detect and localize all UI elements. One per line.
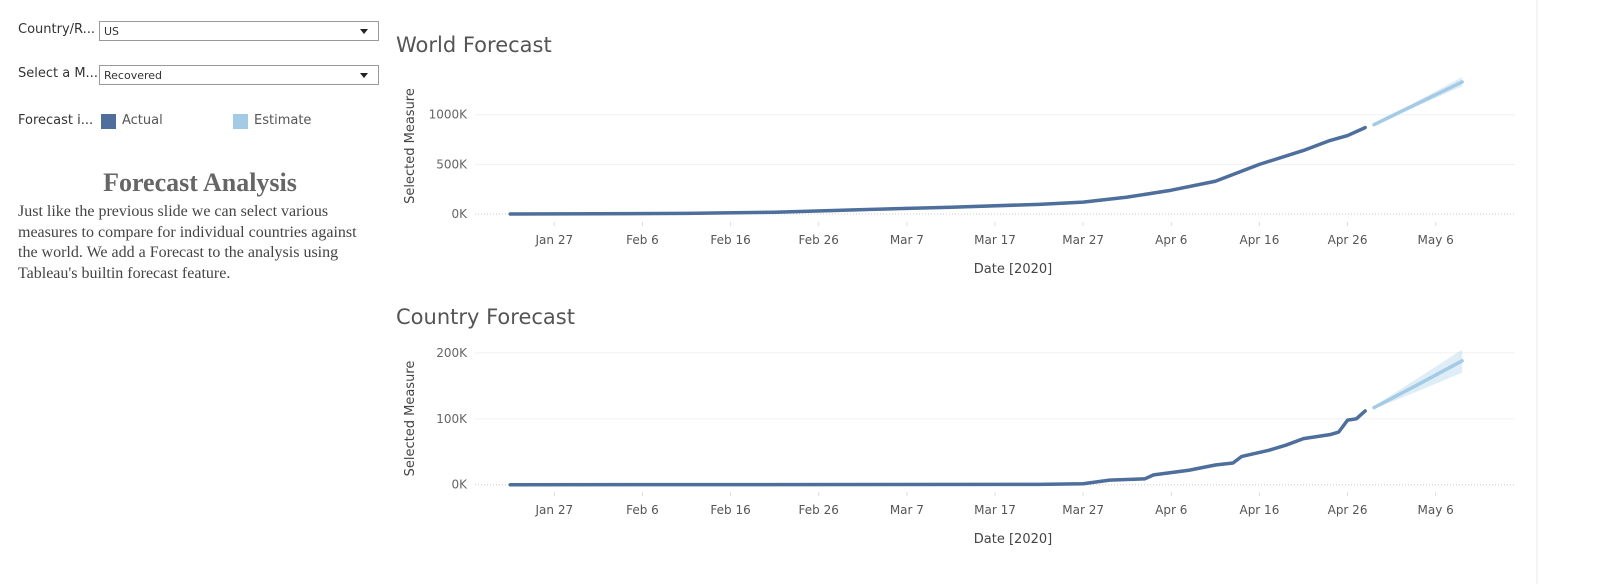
x-tick-label: Jan 27 (535, 233, 574, 247)
x-tick-label: Feb 26 (799, 503, 839, 517)
x-tick-label: Mar 7 (890, 503, 924, 517)
y-tick-label: 1000K (429, 108, 469, 122)
chart-title: Country Forecast (396, 305, 575, 329)
text-title: Forecast Analysis (103, 168, 297, 197)
x-tick-label: Apr 16 (1239, 233, 1279, 247)
y-tick-label: 100K (436, 412, 468, 426)
y-tick-label: 0K (451, 478, 468, 492)
line-series (1372, 80, 1464, 127)
x-tick-label: May 6 (1418, 503, 1454, 517)
x-tick-label: Feb 6 (626, 233, 659, 247)
x-tick-label: Apr 26 (1328, 503, 1368, 517)
legend-entry[interactable]: Estimate (254, 113, 312, 128)
measure-dropdown[interactable]: Recovered (99, 65, 379, 85)
x-tick-label: Feb 26 (799, 233, 839, 247)
legend-label: Forecast i... (18, 113, 94, 128)
x-tick-label: Apr 26 (1328, 233, 1368, 247)
x-tick-label: Mar 27 (1062, 503, 1104, 517)
charts: World Forecast Date [2020] Selected Measur… (396, 0, 1538, 584)
text-body: Just like the previous slide we can sele… (18, 203, 357, 282)
x-tick-label: Mar 17 (974, 233, 1016, 247)
x-axis-label: Date [2020] (974, 262, 1052, 277)
legend-entry[interactable]: Actual (122, 113, 163, 128)
legend-swatch (233, 114, 248, 129)
country-dropdown[interactable]: US (99, 21, 379, 41)
x-tick-label: Apr 16 (1239, 503, 1279, 517)
x-tick-label: Mar 27 (1062, 233, 1104, 247)
chart-title: World Forecast (396, 33, 552, 57)
y-tick-label: 500K (436, 157, 468, 171)
x-tick-label: Jan 27 (535, 503, 574, 517)
y-axis-label: Selected Measure (403, 88, 418, 204)
x-tick-label: Apr 6 (1155, 503, 1187, 517)
line-series (1372, 359, 1464, 410)
line-series (508, 125, 1367, 216)
x-tick-label: Apr 6 (1155, 233, 1187, 247)
legend-swatch (101, 114, 116, 129)
x-tick-label: Feb 6 (626, 503, 659, 517)
line-series (508, 409, 1367, 487)
y-axis-label: Selected Measure (403, 361, 418, 477)
y-tick-label: 0K (451, 207, 468, 221)
filter-label: Select a M... (18, 66, 98, 81)
x-tick-label: Feb 16 (710, 503, 750, 517)
confidence-band (1373, 349, 1463, 409)
x-tick-label: Mar 17 (974, 503, 1016, 517)
x-tick-label: Feb 16 (710, 233, 750, 247)
filter-label: Country/R... (18, 22, 95, 37)
x-tick-label: Mar 7 (890, 233, 924, 247)
y-tick-label: 200K (436, 346, 468, 360)
x-axis-label: Date [2020] (974, 532, 1052, 547)
x-tick-label: May 6 (1418, 233, 1454, 247)
side-panel: Country/R... US Select a M... Recovered … (0, 0, 390, 584)
